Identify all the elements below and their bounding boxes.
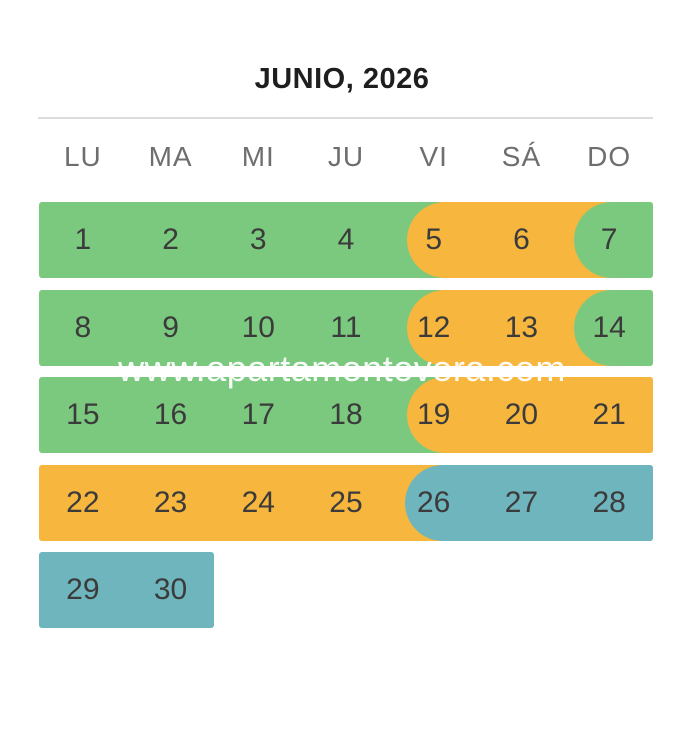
day-cell[interactable]: 18 [329,398,363,431]
availability-band-teal [39,552,214,628]
day-cell[interactable]: 5 [425,223,443,256]
calendar-week-row: 22 23 24 25 26 27 28 [39,464,653,541]
day-cell[interactable]: 27 [504,485,539,519]
day-cell[interactable]: 26 [417,485,451,519]
day-cell[interactable]: 20 [504,398,539,431]
availability-band-orange [407,377,653,453]
calendar-week-row: 1 2 3 4 5 6 7 [39,202,653,278]
calendar-grid: 1 2 3 4 5 6 7 8 9 10 11 12 13 14 15 16 17 18 19 20 21 22 23 24 2… [39,202,653,628]
day-cell[interactable]: 9 [162,310,179,344]
day-cell[interactable]: 12 [417,310,451,344]
weekday-label: JU [327,141,365,172]
day-cell[interactable]: 6 [513,223,530,256]
weekday-label: MA [148,141,193,172]
availability-band-teal [405,464,653,541]
weekday-label: SÁ [501,141,542,172]
day-cell[interactable]: 13 [504,310,539,344]
weekday-label: LU [63,141,102,172]
day-cell[interactable]: 1 [74,223,92,256]
weekday-label: DO [587,141,632,172]
day-cell[interactable]: 19 [417,398,451,431]
watermark-text: www.apartamentovera.com [118,348,566,389]
day-cell[interactable]: 15 [66,398,100,431]
availability-band-green [574,289,653,366]
calendar-week-row: 8 9 10 11 12 13 14 [39,289,653,366]
day-cell[interactable]: 29 [66,573,100,606]
weekday-header-row: LU MA MI JU VI SÁ DO [39,140,653,174]
header-divider [38,117,653,119]
day-cell[interactable]: 10 [241,310,275,344]
day-cell[interactable]: 28 [592,485,626,519]
weekday-label: MI [241,141,275,172]
day-cell[interactable]: 11 [330,310,362,344]
calendar-week-row: 29 30 [39,552,653,628]
day-cell[interactable]: 25 [329,485,363,519]
day-cell[interactable]: 3 [249,223,267,256]
day-cell[interactable]: 7 [600,223,618,256]
day-cell[interactable]: 8 [74,310,92,344]
day-cell[interactable]: 23 [153,485,188,519]
day-cell[interactable]: 2 [162,223,179,256]
availability-band-green [574,202,653,278]
weekday-label: VI [419,141,448,172]
day-cell[interactable]: 21 [592,398,626,431]
day-cell[interactable]: 4 [337,223,355,256]
day-cell[interactable]: 24 [241,485,275,519]
calendar-month-title: JUNIO, 2026 [254,63,430,95]
day-cell[interactable]: 16 [153,398,188,431]
day-cell[interactable]: 30 [153,573,188,606]
day-cell[interactable]: 14 [592,310,626,344]
calendar-week-row: 15 16 17 18 19 20 21 [39,377,653,453]
day-cell[interactable]: 17 [241,398,275,431]
day-cell[interactable]: 22 [66,485,100,519]
